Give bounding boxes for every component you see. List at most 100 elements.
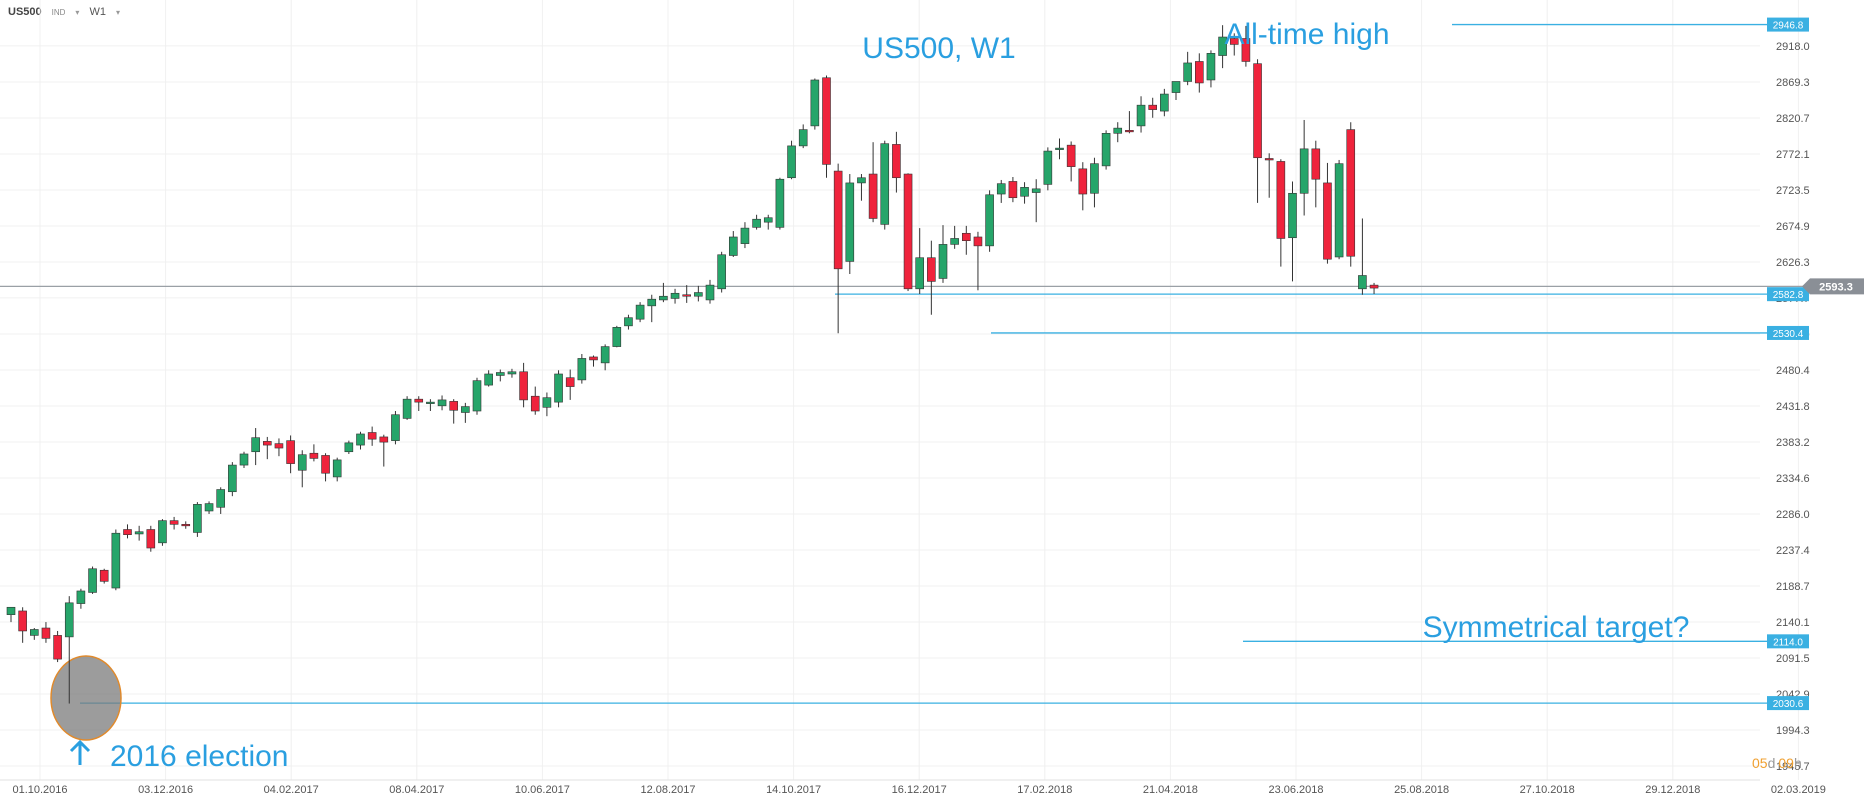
candle — [1358, 218, 1367, 295]
candle-body — [1008, 181, 1018, 199]
candle-body — [1253, 63, 1262, 159]
candle — [1008, 176, 1018, 203]
candle — [495, 369, 505, 382]
candle — [973, 231, 983, 291]
candle-body — [542, 397, 552, 408]
candle — [158, 519, 167, 546]
candle-body — [437, 399, 447, 407]
x-tick-label: 12.08.2017 — [640, 784, 695, 796]
candle — [519, 362, 528, 408]
candle-body — [1055, 147, 1064, 150]
candle-body — [659, 295, 668, 301]
countdown-hours-unit: h — [1794, 755, 1802, 771]
y-tick-label: 2237.4 — [1776, 545, 1810, 557]
x-tick-label: 25.08.2018 — [1394, 784, 1449, 796]
candle-body — [868, 173, 878, 219]
candle — [88, 566, 97, 594]
candle-body — [367, 432, 377, 440]
candle — [775, 177, 785, 230]
candle — [927, 240, 936, 315]
candle-body — [635, 304, 645, 320]
candle-body — [402, 398, 412, 419]
candle-body — [600, 346, 610, 364]
y-tick-label: 2869.3 — [1776, 77, 1810, 89]
candle-body — [1334, 163, 1344, 258]
candle-body — [1358, 275, 1367, 290]
candle-body — [262, 441, 272, 446]
candle — [111, 529, 121, 591]
candle — [589, 355, 598, 367]
candle-body — [728, 236, 738, 256]
candle-body — [169, 520, 179, 525]
candle-body — [356, 433, 365, 446]
candle — [29, 628, 39, 640]
price-tag-box — [1767, 634, 1809, 649]
candle — [193, 502, 202, 537]
candle-body — [53, 635, 62, 660]
candle — [53, 630, 62, 663]
candle-body — [554, 373, 563, 403]
candle-body — [123, 529, 132, 535]
candle-body — [903, 173, 913, 290]
candle — [181, 521, 191, 529]
candle — [507, 368, 517, 378]
candle-body — [251, 437, 260, 453]
chevron-down-icon[interactable]: ▾ — [115, 7, 120, 17]
candle-body — [414, 398, 424, 403]
candle-body — [158, 520, 167, 544]
candle — [391, 411, 400, 445]
y-tick-label: 2140.1 — [1776, 617, 1810, 629]
candle — [1066, 141, 1076, 182]
candle — [1020, 182, 1029, 204]
candle-body — [321, 455, 330, 474]
candle-body — [1171, 81, 1181, 93]
candle — [1288, 181, 1297, 282]
x-tick-label: 10.06.2017 — [515, 784, 570, 796]
candle — [612, 325, 622, 348]
election-label: 2016 election — [110, 740, 288, 773]
candle — [414, 396, 424, 412]
candle — [845, 174, 855, 275]
candle-body — [1101, 133, 1111, 167]
timeframe-label[interactable]: W1 — [89, 6, 106, 18]
candle-body — [507, 371, 517, 375]
candle-body — [1369, 284, 1379, 289]
candle — [659, 282, 668, 303]
candle-body — [787, 145, 796, 179]
candle-body — [752, 218, 761, 228]
candle — [1346, 122, 1356, 267]
candle — [1229, 33, 1239, 56]
chart-header: US500 IND ▾ W1 ▾ — [8, 6, 120, 18]
candle — [228, 462, 237, 497]
candle-body — [181, 524, 191, 527]
candle-body — [833, 170, 843, 270]
candle-body — [391, 414, 400, 441]
y-tick-label: 2723.5 — [1776, 185, 1810, 197]
countdown: 05d 09h — [1752, 755, 1802, 771]
candle-body — [1020, 187, 1029, 197]
y-tick-label: 1994.3 — [1776, 725, 1810, 737]
price-tag-label: 2530.4 — [1773, 329, 1804, 340]
candle — [530, 386, 540, 415]
x-tick-label: 14.10.2017 — [766, 784, 821, 796]
candle-body — [332, 459, 342, 478]
chevron-down-icon[interactable]: ▾ — [75, 7, 80, 17]
candle — [169, 516, 179, 530]
candle-body — [705, 284, 715, 301]
candle-body — [472, 380, 482, 412]
candle-body — [682, 294, 692, 297]
candle-body — [1113, 127, 1123, 134]
candle — [1125, 111, 1134, 134]
candle-body — [309, 452, 319, 459]
candle — [740, 222, 750, 249]
symbol-label[interactable]: US500 — [8, 6, 42, 18]
candle-body — [1206, 53, 1216, 81]
x-tick-label: 17.02.2018 — [1017, 784, 1072, 796]
current-price-tag — [1802, 278, 1864, 295]
candle — [64, 596, 74, 704]
grid — [0, 0, 1799, 781]
candle-body — [740, 227, 750, 244]
candle — [1264, 153, 1274, 198]
price-tag-box — [1767, 287, 1809, 302]
